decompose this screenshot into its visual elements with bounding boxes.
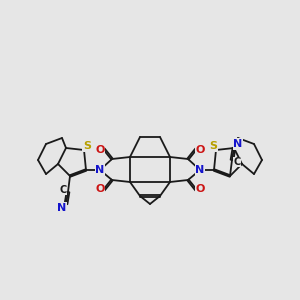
Text: C: C [59, 185, 67, 195]
Text: O: O [195, 145, 205, 155]
Text: N: N [95, 165, 105, 175]
Text: O: O [195, 184, 205, 194]
Text: N: N [195, 165, 205, 175]
Text: S: S [209, 141, 217, 151]
Text: N: N [57, 203, 67, 213]
Text: S: S [83, 141, 91, 151]
Text: O: O [95, 145, 105, 155]
Text: C: C [233, 157, 241, 167]
Text: N: N [233, 139, 243, 149]
Text: O: O [95, 184, 105, 194]
